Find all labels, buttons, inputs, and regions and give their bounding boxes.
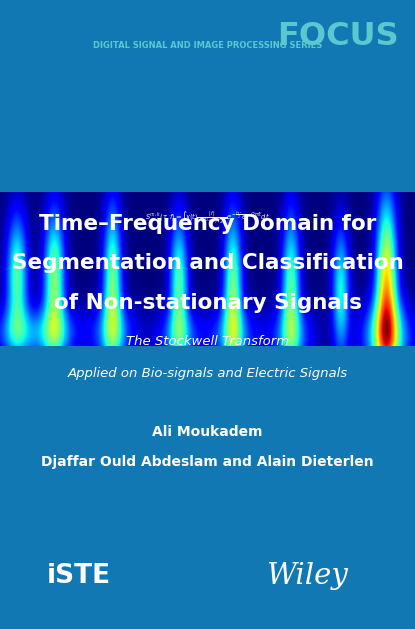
Text: Time–Frequency Domain for: Time–Frequency Domain for xyxy=(39,214,376,234)
Text: FOCUS: FOCUS xyxy=(277,21,398,52)
Text: The Stockwell Transform: The Stockwell Transform xyxy=(126,335,289,348)
Text: Applied on Bio-signals and Electric Signals: Applied on Bio-signals and Electric Sign… xyxy=(68,367,347,381)
Text: Segmentation and Classification: Segmentation and Classification xyxy=(12,253,403,274)
Text: Ali Moukadem: Ali Moukadem xyxy=(152,425,263,438)
Text: DIGITAL SIGNAL AND IMAGE PROCESSING SERIES: DIGITAL SIGNAL AND IMAGE PROCESSING SERI… xyxy=(93,41,322,50)
Text: Djaffar Ould Abdeslam and Alain Dieterlen: Djaffar Ould Abdeslam and Alain Dieterle… xyxy=(41,455,374,469)
Text: $S^{m,k}(\tau,f)=\!\int\! x(t)\frac{|f|}{(mf^2\!+\!k)\sqrt{2\pi}}e^{-\frac{f^2t^: $S^{m,k}(\tau,f)=\!\int\! x(t)\frac{|f|}… xyxy=(145,209,270,226)
Text: of Non-stationary Signals: of Non-stationary Signals xyxy=(54,293,361,313)
Text: iSTE: iSTE xyxy=(47,562,111,589)
Text: Wiley: Wiley xyxy=(266,562,348,589)
